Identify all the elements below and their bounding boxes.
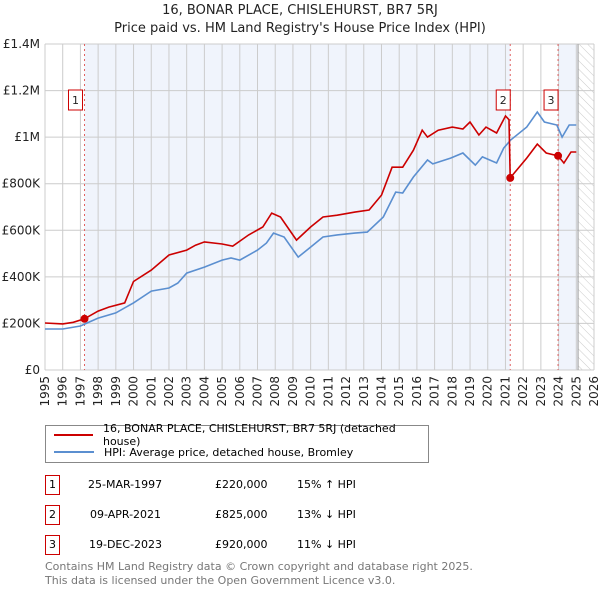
x-tick-label: 2013 <box>357 376 371 407</box>
x-tick-label: 2011 <box>321 376 335 407</box>
x-tick-label: 2006 <box>233 376 247 407</box>
sale-point <box>506 173 515 182</box>
sale-point <box>554 151 563 160</box>
shaded-region <box>558 44 579 370</box>
sale-date: 25-MAR-1997 <box>88 478 163 491</box>
x-tick-label: 2014 <box>374 376 388 407</box>
x-tick-label: 2020 <box>481 376 495 407</box>
sale-date: 09-APR-2021 <box>90 508 162 521</box>
x-tick-label: 2008 <box>268 376 282 407</box>
sale-label-box <box>543 89 559 111</box>
x-tick-label: 2015 <box>392 376 406 407</box>
x-tick-label: 2004 <box>197 376 211 407</box>
x-tick-label: 2000 <box>127 376 141 407</box>
x-tick-label: 2018 <box>445 376 459 407</box>
y-tick-label: £1.2M <box>3 84 40 98</box>
x-tick-label: 2012 <box>339 376 353 407</box>
y-tick-label: £1.4M <box>3 37 40 51</box>
x-tick-label: 2017 <box>428 376 442 407</box>
x-tick-label: 2022 <box>516 376 530 407</box>
x-tick-label: 1995 <box>38 376 52 407</box>
sale-row: 1 25-MAR-1997 £220,000 15% ↑ HPI <box>45 475 445 495</box>
legend-label: HPI: Average price, detached house, Brom… <box>104 445 354 459</box>
x-tick-label: 2009 <box>286 376 300 407</box>
sale-label: 2 <box>500 94 507 107</box>
x-tick-label: 2021 <box>498 376 512 407</box>
y-tick-label: £200K <box>2 316 42 330</box>
footer-copyright: Contains HM Land Registry data © Crown c… <box>45 560 473 573</box>
x-tick-label: 2002 <box>162 376 176 407</box>
x-tick-label: 1997 <box>73 376 87 407</box>
x-tick-label: 2010 <box>304 376 318 407</box>
sale-number-badge: 3 <box>45 535 60 555</box>
x-tick-label: 2025 <box>569 376 583 407</box>
sale-label-box <box>67 89 83 111</box>
x-tick-label: 2003 <box>180 376 194 407</box>
sale-number-badge: 2 <box>45 505 60 525</box>
x-tick-label: 1999 <box>109 376 123 407</box>
sale-hpi-diff: 15% ↑ HPI <box>297 478 356 491</box>
sale-row: 3 19-DEC-2023 £920,000 11% ↓ HPI <box>45 535 445 555</box>
y-tick-label: £0 <box>25 363 40 377</box>
x-tick-label: 1996 <box>56 376 70 407</box>
sale-hpi-diff: 13% ↓ HPI <box>297 508 356 521</box>
shaded-region <box>84 44 511 370</box>
legend-label: 16, BONAR PLACE, CHISLEHURST, BR7 5RJ (d… <box>102 422 396 448</box>
legend-item-property: 16, BONAR PLACE, CHISLEHURST, BR7 5RJ (d… <box>54 422 428 448</box>
sale-point <box>80 314 89 323</box>
chart-subtitle: Price paid vs. HM Land Registry's House … <box>114 21 486 36</box>
sale-price: £825,000 <box>215 508 268 521</box>
legend-swatch-blue <box>54 451 94 453</box>
x-tick-label: 2016 <box>410 376 424 407</box>
x-tick-label: 1998 <box>91 376 105 407</box>
x-tick-label: 2023 <box>534 376 548 407</box>
price-paid-line <box>44 114 577 325</box>
y-tick-label: £1M <box>14 130 40 144</box>
legend: 16, BONAR PLACE, CHISLEHURST, BR7 5RJ (d… <box>45 422 429 463</box>
chart-title: 16, BONAR PLACE, CHISLEHURST, BR7 5RJ <box>162 3 438 18</box>
plot-area: 1995 1996 1997 1998 1999 2000 2001 2002 2003 2004… <box>2 37 600 407</box>
sale-label: 1 <box>72 94 79 107</box>
sale-hpi-diff: 11% ↓ HPI <box>297 538 356 551</box>
y-tick-label: £400K <box>2 270 42 284</box>
footer-licence: This data is licensed under the Open Gov… <box>45 574 396 587</box>
forecast-hatch <box>578 44 594 370</box>
sale-price: £920,000 <box>215 538 268 551</box>
x-tick-label: 2019 <box>463 376 477 407</box>
sale-date: 19-DEC-2023 <box>89 538 163 551</box>
x-tick-label: 2005 <box>215 376 229 407</box>
legend-item-hpi: HPI: Average price, detached house, Brom… <box>54 444 353 460</box>
legend-swatch-red <box>54 434 93 436</box>
y-tick-label: £800K <box>2 177 42 191</box>
sale-label-box <box>495 89 511 111</box>
y-tick-label: £600K <box>2 223 42 237</box>
hpi-line <box>45 110 577 330</box>
sale-price: £220,000 <box>215 478 268 491</box>
x-tick-label: 2001 <box>144 376 158 407</box>
sale-label: 3 <box>548 94 555 107</box>
sale-number-badge: 1 <box>45 475 60 495</box>
x-tick-label: 2024 <box>552 376 566 407</box>
sale-row: 2 09-APR-2021 £825,000 13% ↓ HPI <box>45 505 445 525</box>
x-tick-label: 2007 <box>251 376 265 407</box>
x-tick-label: 2026 <box>587 376 600 407</box>
